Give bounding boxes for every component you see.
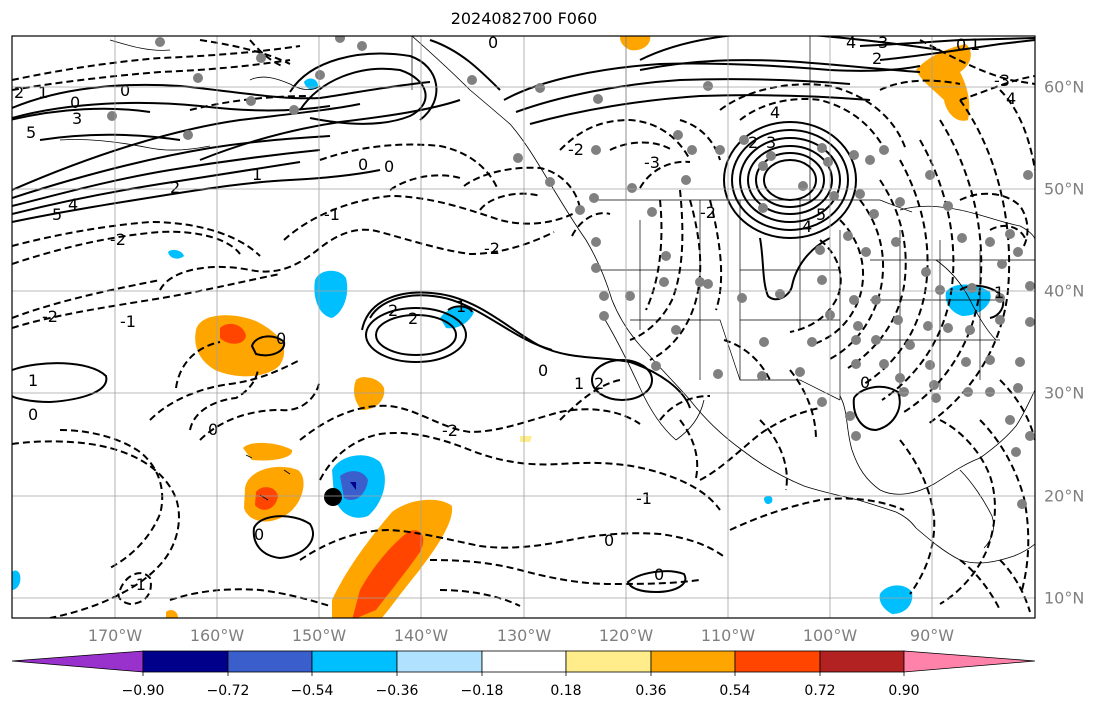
colorbar-tick-label: 0.18: [550, 683, 582, 699]
lat-label: 50°N: [1044, 179, 1085, 199]
lon-label: 160°W: [189, 626, 245, 645]
contour-label: -2: [442, 421, 458, 440]
contour-label: 1: [456, 297, 466, 316]
contour-label: -2: [568, 140, 584, 159]
contour-label: 0: [208, 420, 218, 439]
contour-label: 4: [846, 33, 856, 52]
contour-label: 2: [408, 309, 418, 328]
lat-label: 30°N: [1044, 383, 1085, 403]
colorbar-segment: [481, 650, 567, 673]
colorbar-tick-label: −0.18: [460, 683, 504, 699]
contour-label: 4: [770, 103, 780, 122]
contour-label: 0: [538, 361, 548, 380]
contour-label: 4: [68, 195, 78, 214]
contour-label: 0: [860, 373, 870, 392]
contour-label: 0: [70, 93, 80, 112]
contour-label: 2: [14, 83, 24, 102]
contour-label: -2: [700, 203, 716, 222]
colorbar-segment: [227, 650, 313, 673]
colorbar-tick-label: 0.54: [719, 683, 751, 699]
dashed-contours: [12, 39, 1035, 618]
contour-label: 1: [38, 83, 48, 102]
contour-label: 5: [26, 123, 36, 142]
solid-contours: [12, 36, 1035, 594]
contour-label: 1: [28, 371, 38, 390]
contour-label: 2: [872, 49, 882, 68]
contour-label: -1: [120, 312, 136, 331]
contour-label: -2: [42, 307, 58, 326]
lon-label: 100°W: [802, 626, 858, 645]
lon-label: 90°W: [909, 626, 955, 645]
colorbar-tick-label: 0.72: [804, 683, 836, 699]
contour-label: -1: [636, 489, 652, 508]
contour-label: 1: [574, 374, 584, 393]
contour-label: 0: [358, 155, 368, 174]
contour-label: 0: [28, 405, 38, 424]
map-frame: [11, 35, 1036, 619]
gridlines: [12, 36, 1035, 618]
contour-label: -1: [324, 205, 340, 224]
contour-label: 2: [594, 374, 604, 393]
lon-label: 170°W: [87, 626, 143, 645]
lon-label: 140°W: [393, 626, 449, 645]
shaded-patches: [12, 36, 991, 618]
lon-label: 130°W: [496, 626, 552, 645]
contour-label: 0: [604, 531, 614, 550]
contour-label: 5: [52, 205, 62, 224]
lat-label: 20°N: [1044, 486, 1085, 506]
contour-label: 0: [384, 157, 394, 176]
colorbar-tick-label: 0.36: [635, 683, 667, 699]
contour-label: 0: [120, 81, 130, 100]
colorbar-segment: [650, 650, 736, 673]
colorbar-tick-label: 0.90: [888, 683, 920, 699]
lon-label: 110°W: [700, 626, 756, 645]
contour-label: 2: [748, 133, 758, 152]
contour-label: 0: [254, 525, 264, 544]
lat-label: 60°N: [1044, 77, 1085, 97]
contour-label: 0: [654, 565, 664, 584]
colorbar-tick-label: −0.54: [290, 683, 334, 699]
lat-label: 40°N: [1044, 281, 1085, 301]
contour-label: 2: [388, 301, 398, 320]
contour-label: 2: [170, 178, 180, 197]
contour-label: 1: [994, 283, 1004, 302]
colorbar: [11, 650, 1036, 676]
contour-label: -3: [644, 153, 660, 172]
colorbar-segment: [819, 650, 905, 673]
colorbar-tick-label: −0.90: [121, 683, 165, 699]
map-area: 2 1 0 3 5 0 4 5 2 1 0 0 -1 -2 -2 -1 1 0 …: [12, 33, 1035, 618]
contour-labels: 2 1 0 3 5 0 4 5 2 1 0 0 -1 -2 -2 -1 1 0 …: [14, 33, 1016, 594]
contour-label: 0: [956, 35, 966, 54]
map-title: 2024082700 F060: [450, 9, 598, 28]
location-marker: [324, 488, 342, 506]
contour-label: 0: [488, 33, 498, 52]
colorbar-tick-label: −0.72: [206, 683, 250, 699]
contour-label: -2: [110, 230, 126, 249]
contour-label: 1: [970, 35, 980, 54]
contour-label: 0: [276, 329, 286, 348]
colorbar-extend-low: [11, 650, 144, 673]
colorbar-segment: [311, 650, 398, 673]
lon-label: 150°W: [291, 626, 347, 645]
contour-label: 4: [1006, 89, 1016, 108]
colorbar-segment: [142, 650, 229, 673]
contour-label: 5: [816, 205, 826, 224]
contour-label: -3: [994, 71, 1010, 90]
lat-label: 10°N: [1044, 588, 1085, 608]
colorbar-segment: [565, 650, 652, 673]
contour-label: 1: [252, 165, 262, 184]
lon-label: 120°W: [598, 626, 654, 645]
contour-label: 3: [72, 109, 82, 128]
contour-label: -2: [484, 239, 500, 258]
colorbar-segment: [734, 650, 821, 673]
station-markers: [107, 36, 1035, 509]
contour-label: -1: [130, 575, 146, 594]
colorbar-extend-high: [903, 650, 1036, 673]
contour-label: 4: [802, 217, 812, 236]
colorbar-tick-label: −0.36: [375, 683, 419, 699]
contour-label: 3: [878, 33, 888, 52]
contour-label: 3: [766, 133, 776, 152]
colorbar-segment: [396, 650, 483, 673]
